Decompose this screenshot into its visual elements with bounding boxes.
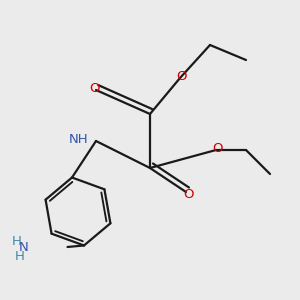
Text: O: O [176,70,187,83]
Text: O: O [184,188,194,202]
Text: H: H [15,250,24,263]
Text: O: O [212,142,223,155]
Text: H: H [12,235,21,248]
Text: N: N [19,241,29,254]
Text: O: O [89,82,100,95]
Text: NH: NH [69,133,88,146]
